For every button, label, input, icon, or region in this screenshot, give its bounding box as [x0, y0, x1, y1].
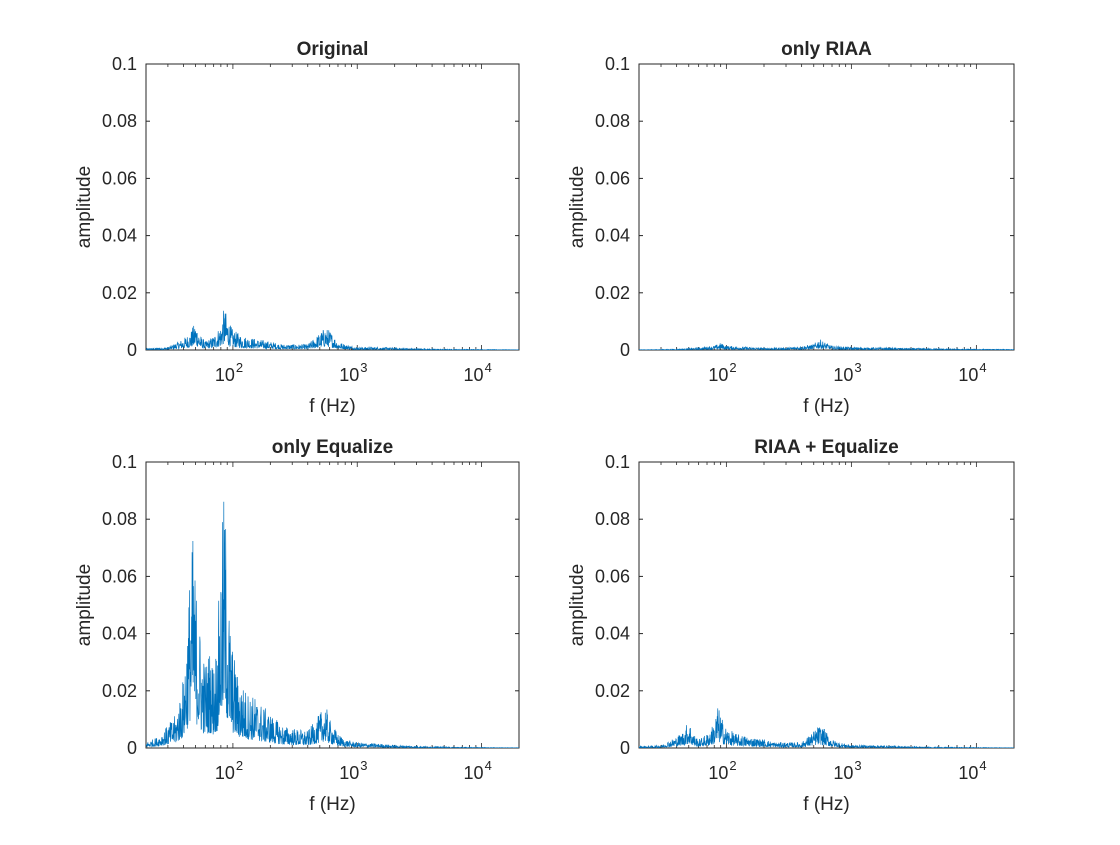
y-tick-label: 0.04: [102, 226, 137, 246]
x-tick-label: 10: [833, 365, 853, 385]
x-tick-label: 10: [464, 365, 484, 385]
y-tick-label: 0.02: [595, 681, 630, 701]
y-tick-label: 0.1: [112, 452, 137, 472]
x-axis-label: f (Hz): [309, 396, 355, 417]
x-tick-label: 10: [464, 763, 484, 783]
y-tick-label: 0.04: [595, 226, 630, 246]
y-tick-label: 0.06: [102, 566, 137, 586]
y-tick-label: 0.06: [102, 168, 137, 188]
x-tick-label-exponent: 3: [854, 758, 861, 773]
x-tick-label-exponent: 2: [236, 758, 243, 773]
y-tick-label: 0.08: [102, 111, 137, 131]
x-tick-label-exponent: 2: [729, 758, 736, 773]
y-tick-label: 0.04: [595, 624, 630, 644]
x-axis-label: f (Hz): [803, 794, 849, 815]
y-axis-label: amplitude: [567, 564, 588, 646]
y-axis-label: amplitude: [74, 166, 95, 248]
x-tick-label-exponent: 3: [360, 758, 367, 773]
y-axis-label: amplitude: [74, 564, 95, 646]
y-tick-label: 0.1: [112, 54, 137, 74]
x-tick-label: 10: [958, 365, 978, 385]
x-axis-label: f (Hz): [309, 794, 355, 815]
x-tick-label: 10: [958, 763, 978, 783]
plot-area: [146, 462, 519, 748]
x-tick-label: 10: [339, 365, 359, 385]
y-tick-label: 0.06: [595, 566, 630, 586]
x-tick-label-exponent: 2: [236, 360, 243, 375]
y-tick-label: 0.08: [595, 111, 630, 131]
y-tick-label: 0.1: [605, 54, 630, 74]
x-tick-label: 10: [833, 763, 853, 783]
y-tick-label: 0: [620, 738, 630, 758]
x-tick-label-exponent: 2: [729, 360, 736, 375]
x-tick-label: 10: [215, 365, 235, 385]
x-tick-label: 10: [339, 763, 359, 783]
chart-title: Original: [297, 39, 369, 60]
chart-title: RIAA + Equalize: [754, 437, 898, 458]
y-tick-label: 0.1: [605, 452, 630, 472]
x-tick-label-exponent: 3: [360, 360, 367, 375]
plot-area: [639, 64, 1014, 350]
y-tick-label: 0: [127, 340, 137, 360]
x-tick-label-exponent: 4: [979, 758, 986, 773]
x-tick-label: 10: [708, 365, 728, 385]
plot-area: [146, 64, 519, 350]
y-tick-label: 0.02: [102, 681, 137, 701]
y-tick-label: 0.04: [102, 624, 137, 644]
x-tick-label-exponent: 4: [979, 360, 986, 375]
chart-title: only RIAA: [781, 39, 872, 60]
y-axis-label: amplitude: [567, 166, 588, 248]
x-tick-label-exponent: 3: [854, 360, 861, 375]
x-tick-label-exponent: 4: [485, 758, 492, 773]
y-tick-label: 0.06: [595, 168, 630, 188]
y-tick-label: 0.08: [595, 509, 630, 529]
y-tick-label: 0.02: [102, 283, 137, 303]
y-tick-label: 0.08: [102, 509, 137, 529]
x-axis-label: f (Hz): [803, 396, 849, 417]
y-tick-label: 0: [127, 738, 137, 758]
chart-title: only Equalize: [272, 437, 393, 458]
x-tick-label: 10: [708, 763, 728, 783]
y-tick-label: 0.02: [595, 283, 630, 303]
x-tick-label-exponent: 4: [485, 360, 492, 375]
plot-area: [639, 462, 1014, 748]
y-tick-label: 0: [620, 340, 630, 360]
x-tick-label: 10: [215, 763, 235, 783]
